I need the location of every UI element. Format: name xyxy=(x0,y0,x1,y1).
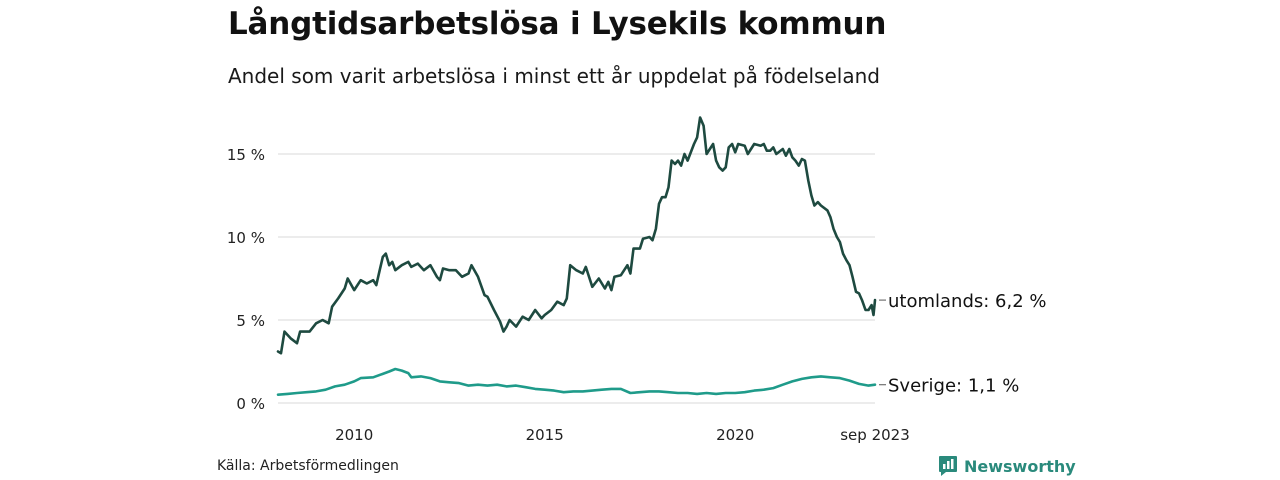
chart-title: Långtidsarbetslösa i Lysekils kommun xyxy=(228,6,887,42)
x-tick-label: sep 2023 xyxy=(840,426,910,444)
series-line-sverige xyxy=(276,367,877,396)
y-tick-label: 0 % xyxy=(236,395,265,413)
series-line-utomlands xyxy=(276,116,877,355)
series-end-labels: utomlands: 6,2 % Sverige: 1,1 % xyxy=(879,291,1047,397)
y-tick-label: 15 % xyxy=(227,146,265,164)
line-chart: 0 % 5 % 10 % 15 % 2010 2015 2020 sep 2023 utom… xyxy=(227,116,1047,444)
x-tick-label: 2020 xyxy=(716,426,754,444)
grid-lines xyxy=(278,153,875,404)
y-axis-ticks: 0 % 5 % 10 % 15 % xyxy=(227,146,265,413)
y-tick-label: 5 % xyxy=(236,312,265,330)
x-tick-label: 2010 xyxy=(335,426,373,444)
series-lines xyxy=(276,116,877,396)
chart-subtitle: Andel som varit arbetslösa i minst ett å… xyxy=(228,64,880,88)
x-axis-ticks: 2010 2015 2020 sep 2023 xyxy=(335,426,910,444)
x-tick-label: 2015 xyxy=(526,426,564,444)
newsworthy-icon xyxy=(939,456,957,476)
end-label-utomlands: utomlands: 6,2 % xyxy=(888,291,1047,312)
brand-logo: Newsworthy xyxy=(938,455,1076,477)
source-note: Källa: Arbetsförmedlingen xyxy=(217,458,399,474)
end-label-sverige: Sverige: 1,1 % xyxy=(888,376,1019,397)
brand-name: Newsworthy xyxy=(964,456,1076,476)
y-tick-label: 10 % xyxy=(227,229,265,247)
